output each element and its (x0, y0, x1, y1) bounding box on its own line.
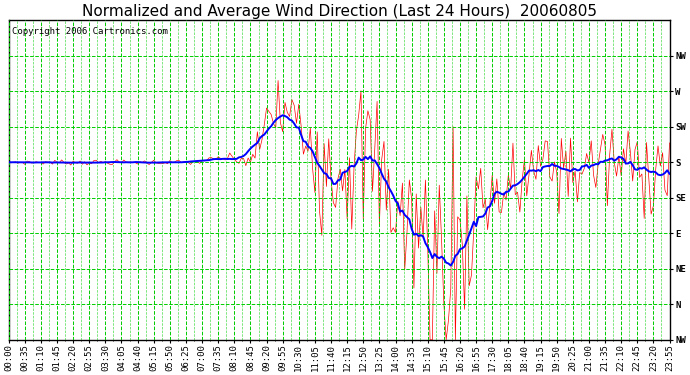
Text: Copyright 2006 Cartronics.com: Copyright 2006 Cartronics.com (12, 27, 168, 36)
Title: Normalized and Average Wind Direction (Last 24 Hours)  20060805: Normalized and Average Wind Direction (L… (81, 4, 597, 19)
